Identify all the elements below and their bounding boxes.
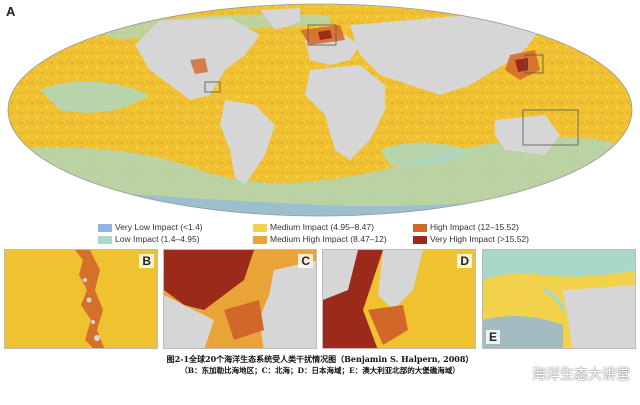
indian-ocean-low-patch (380, 142, 470, 166)
locator-b (204, 81, 221, 93)
inset-d-japan: D (322, 249, 476, 349)
inset-maps-row: B C D E (0, 249, 640, 349)
legend-item-very-low: Very Low Impact (<1.4) (98, 222, 203, 233)
inset-c-north-sea: C (163, 249, 317, 349)
locator-e (522, 109, 579, 146)
locator-c (307, 24, 337, 46)
world-map-svg (7, 3, 633, 217)
inset-label-c: C (298, 254, 313, 268)
caption-line-1: 图2-1全球20个海洋生态系统受人类干扰情况图（Benjamin S. Halp… (166, 354, 474, 364)
south-america (220, 100, 275, 185)
caribbean-high (190, 58, 208, 74)
inset-label-d: D (457, 254, 472, 268)
legend-swatch (98, 235, 112, 244)
legend-item-medium-high: Medium High Impact (8.47–12) (253, 234, 387, 245)
legend-swatch (253, 223, 267, 232)
legend-item-low: Low Impact (1.4–4.95) (98, 234, 200, 245)
globe-outline (7, 3, 633, 217)
inset-b-map (5, 250, 157, 348)
legend-item-very-high: Very High Impact (>15.52) (413, 234, 529, 245)
wechat-watermark: 海洋生态大讲堂 (532, 367, 630, 383)
north-sea-very-high (318, 30, 332, 40)
legend-item-medium: Medium Impact (4.95–8.47) (253, 222, 374, 233)
africa (305, 65, 385, 160)
legend-swatch (253, 235, 267, 244)
legend-item-high: High Impact (12–15.52) (413, 222, 519, 233)
inset-e-map (483, 250, 635, 348)
greenland (260, 8, 300, 30)
pacific-low-patch (40, 81, 150, 113)
inset-label-e: E (486, 330, 501, 344)
impact-legend: Very Low Impact (<1.4) Low Impact (1.4–4… (98, 222, 568, 246)
panel-label-a: A (6, 4, 16, 19)
caption-line-2: （B：东加勒比海地区；C：北海；D：日本海域；E：澳大利亚北部的大堡礁海域） (180, 366, 460, 375)
inset-label-b: B (139, 254, 154, 268)
world-impact-map: A (6, 3, 633, 217)
locator-d (524, 54, 544, 74)
inset-d-map (323, 250, 475, 348)
figure-caption: 图2-1全球20个海洋生态系统受人类干扰情况图（Benjamin S. Halp… (0, 353, 640, 377)
inset-e-great-barrier-reef: E (482, 249, 636, 349)
asia (350, 15, 540, 95)
legend-swatch (413, 235, 427, 244)
legend-swatch (413, 223, 427, 232)
inset-b-caribbean: B (4, 249, 158, 349)
legend-swatch (98, 223, 112, 232)
inset-c-map (164, 250, 316, 348)
